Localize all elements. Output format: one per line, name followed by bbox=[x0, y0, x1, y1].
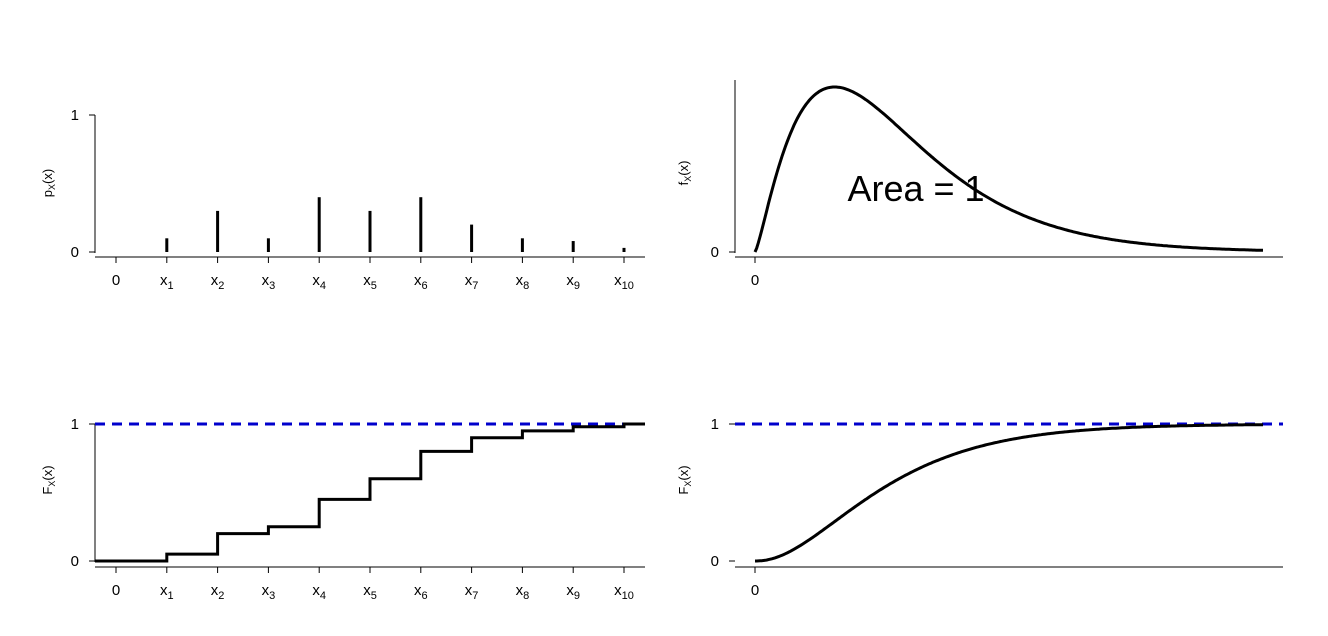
cdf-discrete-xtick-label-3: x3 bbox=[262, 582, 276, 602]
pmf-xtick-label-0: 0 bbox=[112, 272, 120, 289]
cdf-discrete-xtick-label-1: x1 bbox=[160, 582, 174, 602]
cdf-discrete-xtick-label-5: x5 bbox=[363, 582, 377, 602]
cdf-discrete-step-line bbox=[95, 422, 645, 563]
pmf-xtick-label-2: x2 bbox=[211, 272, 225, 292]
cdf-continuous-curve bbox=[755, 423, 1263, 563]
cdf-discrete-y-label: FX(x) bbox=[40, 465, 57, 494]
cdf-discrete-panel: 0 1 0 x1 x2 x3 x4 x5 x6 x7 x8 x9 x10 FX(x) bbox=[40, 416, 645, 602]
pmf-xtick-label-8: x8 bbox=[516, 272, 530, 292]
cdf-discrete-ytick-label-0: 0 bbox=[71, 553, 79, 570]
pmf-xtick-label-6: x6 bbox=[414, 272, 428, 292]
pdf-y-label: fX(x) bbox=[676, 161, 693, 186]
pmf-ytick-label-0: 0 bbox=[71, 244, 79, 261]
pdf-area-annotation: Area = 1 bbox=[847, 168, 984, 209]
pmf-xtick-label-3: x3 bbox=[262, 272, 276, 292]
pmf-panel: 0 1 0 x1 x2 x3 x4 x5 x6 x7 x8 x9 x10 pX(x) bbox=[40, 107, 645, 292]
cdf-continuous-y-label: FX(x) bbox=[676, 465, 693, 494]
pmf-xtick-label-1: x1 bbox=[160, 272, 174, 292]
cdf-discrete-xtick-label-10: x10 bbox=[614, 582, 634, 602]
cdf-discrete-ytick-label-1: 1 bbox=[71, 416, 79, 433]
pdf-xtick-label-0: 0 bbox=[751, 272, 759, 289]
pdf-ytick-label-0: 0 bbox=[711, 244, 719, 261]
pdf-panel: 0 0 Area = 1 fX(x) bbox=[676, 80, 1283, 289]
pmf-xtick-label-5: x5 bbox=[363, 272, 377, 292]
cdf-continuous-ytick-label-0: 0 bbox=[711, 553, 719, 570]
pmf-xtick-label-4: x4 bbox=[312, 272, 326, 292]
pdf-curve bbox=[753, 85, 1263, 253]
pmf-y-label: pX(x) bbox=[40, 169, 57, 197]
cdf-discrete-xtick-label-9: x9 bbox=[566, 582, 580, 602]
cdf-continuous-xtick-label-0: 0 bbox=[751, 582, 759, 599]
pmf-xtick-label-9: x9 bbox=[566, 272, 580, 292]
cdf-continuous-ytick-label-1: 1 bbox=[711, 416, 719, 433]
cdf-discrete-xtick-label-2: x2 bbox=[211, 582, 225, 602]
cdf-discrete-xtick-label-7: x7 bbox=[465, 582, 479, 602]
pmf-xtick-label-7: x7 bbox=[465, 272, 479, 292]
cdf-continuous-panel: 0 1 0 FX(x) bbox=[676, 416, 1283, 599]
pmf-ytick-label-1: 1 bbox=[71, 107, 79, 124]
pmf-xtick-label-10: x10 bbox=[614, 272, 634, 292]
cdf-discrete-xtick-label-8: x8 bbox=[516, 582, 530, 602]
cdf-discrete-xtick-label-0: 0 bbox=[112, 582, 120, 599]
cdf-discrete-xtick-label-4: x4 bbox=[312, 582, 326, 602]
cdf-discrete-xtick-label-6: x6 bbox=[414, 582, 428, 602]
